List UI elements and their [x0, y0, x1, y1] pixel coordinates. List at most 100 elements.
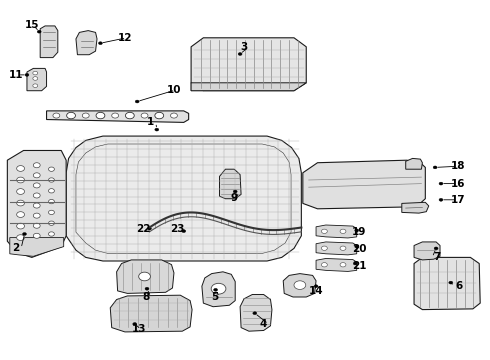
- Circle shape: [17, 223, 24, 229]
- Polygon shape: [40, 26, 58, 58]
- Circle shape: [97, 113, 104, 118]
- Circle shape: [355, 245, 359, 248]
- Text: 2: 2: [12, 243, 20, 253]
- Text: 8: 8: [142, 292, 149, 302]
- Polygon shape: [316, 225, 357, 238]
- Circle shape: [23, 233, 26, 235]
- Polygon shape: [27, 68, 47, 91]
- Text: 18: 18: [451, 161, 465, 171]
- Circle shape: [17, 212, 24, 217]
- Circle shape: [49, 178, 54, 182]
- Polygon shape: [303, 160, 425, 209]
- Circle shape: [33, 77, 38, 80]
- Circle shape: [147, 227, 151, 230]
- Polygon shape: [47, 111, 189, 122]
- Text: 16: 16: [451, 179, 465, 189]
- Circle shape: [112, 113, 119, 118]
- Text: 13: 13: [132, 324, 147, 334]
- Circle shape: [49, 221, 54, 225]
- Circle shape: [434, 247, 438, 250]
- Circle shape: [17, 166, 24, 171]
- Circle shape: [49, 232, 54, 236]
- Polygon shape: [316, 258, 357, 271]
- Text: 17: 17: [451, 195, 465, 205]
- Text: 23: 23: [171, 224, 185, 234]
- Circle shape: [49, 210, 54, 215]
- Circle shape: [17, 235, 24, 240]
- Circle shape: [355, 229, 359, 232]
- Polygon shape: [110, 295, 192, 332]
- Polygon shape: [191, 38, 306, 91]
- Circle shape: [33, 203, 40, 208]
- Text: 19: 19: [352, 227, 367, 237]
- Text: 10: 10: [167, 85, 181, 95]
- Circle shape: [25, 73, 29, 76]
- Polygon shape: [7, 150, 66, 257]
- Circle shape: [449, 281, 453, 284]
- Polygon shape: [220, 169, 241, 199]
- Text: 22: 22: [136, 224, 151, 234]
- Circle shape: [353, 262, 357, 265]
- Circle shape: [37, 30, 41, 33]
- Polygon shape: [191, 83, 203, 91]
- Circle shape: [238, 53, 242, 55]
- Circle shape: [133, 323, 137, 325]
- Circle shape: [82, 113, 89, 118]
- Text: 6: 6: [456, 281, 463, 291]
- Circle shape: [211, 283, 226, 294]
- Text: 15: 15: [24, 20, 39, 30]
- Polygon shape: [402, 202, 429, 213]
- Text: 12: 12: [118, 33, 132, 43]
- Circle shape: [33, 183, 40, 188]
- Circle shape: [33, 84, 38, 87]
- Circle shape: [67, 112, 75, 119]
- Circle shape: [321, 246, 327, 251]
- Circle shape: [314, 285, 318, 288]
- Circle shape: [145, 287, 149, 290]
- Polygon shape: [316, 242, 357, 255]
- Circle shape: [135, 100, 139, 103]
- Circle shape: [68, 113, 74, 118]
- Circle shape: [33, 223, 40, 228]
- Circle shape: [33, 193, 40, 198]
- Circle shape: [49, 167, 54, 171]
- Circle shape: [253, 312, 257, 315]
- Circle shape: [49, 199, 54, 204]
- Circle shape: [17, 200, 24, 206]
- Circle shape: [156, 113, 163, 118]
- Text: 14: 14: [309, 286, 323, 296]
- Circle shape: [125, 112, 134, 119]
- Circle shape: [139, 272, 150, 281]
- Text: 21: 21: [352, 261, 367, 271]
- Circle shape: [17, 189, 24, 194]
- Polygon shape: [191, 83, 306, 91]
- Circle shape: [98, 42, 102, 45]
- Text: 11: 11: [9, 70, 24, 80]
- Circle shape: [182, 230, 186, 233]
- Text: 4: 4: [260, 319, 267, 329]
- Circle shape: [340, 263, 346, 267]
- Polygon shape: [76, 31, 97, 55]
- Polygon shape: [202, 272, 235, 307]
- Polygon shape: [406, 158, 422, 169]
- Circle shape: [155, 128, 159, 131]
- Text: 20: 20: [352, 244, 367, 254]
- Polygon shape: [240, 294, 272, 331]
- Polygon shape: [283, 274, 316, 297]
- Circle shape: [321, 229, 327, 234]
- Text: 5: 5: [211, 292, 218, 302]
- Circle shape: [439, 198, 443, 201]
- Circle shape: [33, 213, 40, 218]
- Circle shape: [33, 163, 40, 168]
- Circle shape: [321, 263, 327, 267]
- Text: 9: 9: [230, 193, 238, 203]
- Polygon shape: [117, 260, 174, 293]
- Circle shape: [439, 182, 443, 185]
- Circle shape: [96, 112, 105, 119]
- Circle shape: [33, 233, 40, 238]
- Text: 3: 3: [240, 42, 247, 52]
- Polygon shape: [10, 238, 64, 256]
- Circle shape: [214, 288, 218, 291]
- Circle shape: [340, 229, 346, 234]
- Circle shape: [340, 246, 346, 251]
